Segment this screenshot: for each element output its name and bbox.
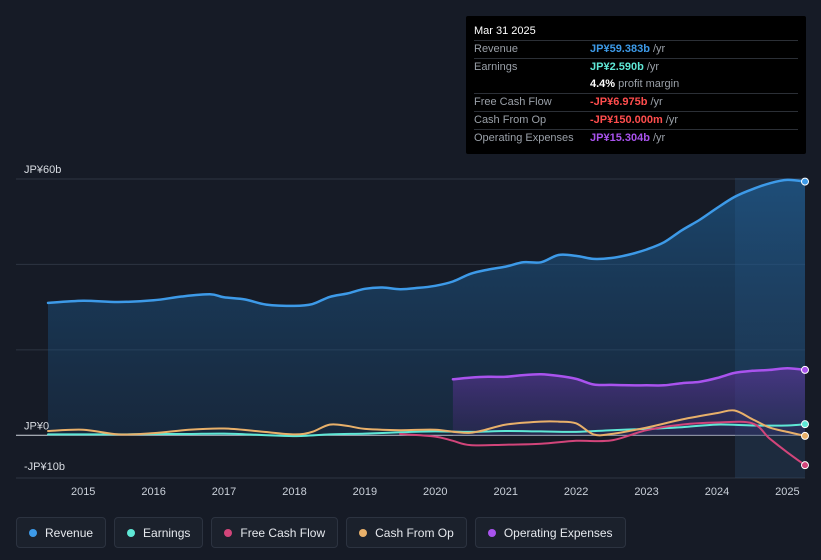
free-cash-flow-line: [399, 420, 806, 467]
tooltip-label: Cash From Op: [474, 114, 547, 126]
operating-expenses-area: [452, 368, 805, 436]
tooltip-row-earnings: Earnings JP¥2.590b /yr: [474, 58, 798, 76]
y-axis-labels: JP¥60b JP¥0 -JP¥10b: [24, 164, 65, 473]
tooltip-value: JP¥15.304b: [590, 132, 650, 144]
y-tick-label: JP¥0: [24, 420, 49, 432]
x-tick-label: 2017: [212, 486, 236, 498]
tooltip-label: Revenue: [474, 43, 519, 55]
free-cash-flow-end-point: [801, 461, 809, 470]
legend-dot-icon: [224, 528, 233, 537]
legend-item-revenue[interactable]: Revenue: [16, 517, 107, 548]
tooltip-value: -JP¥150.000m: [590, 114, 663, 126]
x-tick-label: 2022: [564, 486, 588, 498]
legend-label: Cash From Op: [375, 525, 454, 540]
tooltip-unit: /yr: [646, 61, 660, 73]
tooltip-value: 4.4%: [590, 78, 616, 90]
tooltip-unit: profit margin: [618, 78, 680, 90]
tooltip-value: JP¥2.590b: [590, 61, 644, 73]
tooltip-label: Free Cash Flow: [474, 96, 552, 108]
revenue-area: [48, 179, 805, 436]
x-tick-label: 2020: [423, 486, 447, 498]
legend-dot-icon: [359, 528, 368, 537]
tooltip-unit: /yr: [652, 132, 666, 144]
legend-label: Operating Expenses: [503, 525, 613, 540]
area-layer: [48, 179, 805, 436]
tooltip-row-margin: 4.4% profit margin: [474, 76, 798, 93]
revenue-end-point: [801, 177, 809, 186]
legend-item-earnings[interactable]: Earnings: [114, 517, 204, 548]
legend-label: Revenue: [45, 525, 94, 540]
legend-dot-icon: [29, 528, 37, 537]
tooltip-date: Mar 31 2025: [474, 25, 536, 37]
tooltip-row-opex: Operating Expenses JP¥15.304b /yr: [474, 129, 798, 147]
chart-legend: Revenue Earnings Free Cash Flow Cash Fro…: [16, 517, 626, 548]
legend-dot-icon: [127, 528, 136, 537]
x-tick-label: 2023: [634, 486, 658, 498]
operating-expenses-line: [451, 366, 807, 387]
legend-item-operating-expenses[interactable]: Operating Expenses: [474, 517, 626, 548]
tooltip-row-fcf: Free Cash Flow -JP¥6.975b /yr: [474, 93, 798, 111]
end-point-markers: [801, 177, 809, 470]
y-tick-label: -JP¥10b: [24, 461, 65, 473]
legend-dot-icon: [487, 528, 496, 537]
earnings-end-point: [801, 420, 809, 429]
tooltip-row-revenue: Revenue JP¥59.383b /yr: [474, 40, 798, 58]
legend-label: Earnings: [143, 525, 191, 540]
earnings-line: [47, 423, 806, 438]
x-tick-label: 2024: [705, 486, 729, 498]
operating-expenses-end-point: [801, 365, 809, 374]
x-tick-label: 2016: [141, 486, 165, 498]
data-tooltip: Mar 31 2025 Revenue JP¥59.383b /yr Earni…: [466, 16, 806, 154]
tooltip-value: JP¥59.383b: [590, 43, 650, 55]
x-tick-label: 2025: [775, 486, 799, 498]
cash-from-op-end-point: [801, 431, 809, 440]
tooltip-row-cfo: Cash From Op -JP¥150.000m /yr: [474, 111, 798, 129]
revenue-line: [46, 178, 807, 308]
tooltip-value: -JP¥6.975b: [590, 96, 648, 108]
legend-item-free-cash-flow[interactable]: Free Cash Flow: [211, 517, 339, 548]
cash-from-op-line: [47, 409, 806, 437]
tooltip-unit: /yr: [652, 43, 666, 55]
y-tick-label: JP¥60b: [24, 164, 61, 176]
x-tick-label: 2019: [353, 486, 377, 498]
x-tick-label: 2018: [282, 486, 306, 498]
tooltip-unit: /yr: [665, 114, 679, 126]
tooltip-unit: /yr: [650, 96, 663, 108]
tooltip-label: Earnings: [474, 61, 518, 73]
tooltip-label: Operating Expenses: [474, 132, 574, 144]
x-tick-label: 2021: [493, 486, 517, 498]
tooltip-label: [474, 76, 590, 93]
legend-label: Free Cash Flow: [240, 525, 326, 540]
x-axis-labels: 2015 2016 2017 2018 2019 2020 2021 2022 2023 2024…: [71, 486, 800, 498]
legend-item-cash-from-op[interactable]: Cash From Op: [346, 517, 467, 548]
x-tick-label: 2015: [71, 486, 95, 498]
line-layer: [46, 178, 807, 467]
